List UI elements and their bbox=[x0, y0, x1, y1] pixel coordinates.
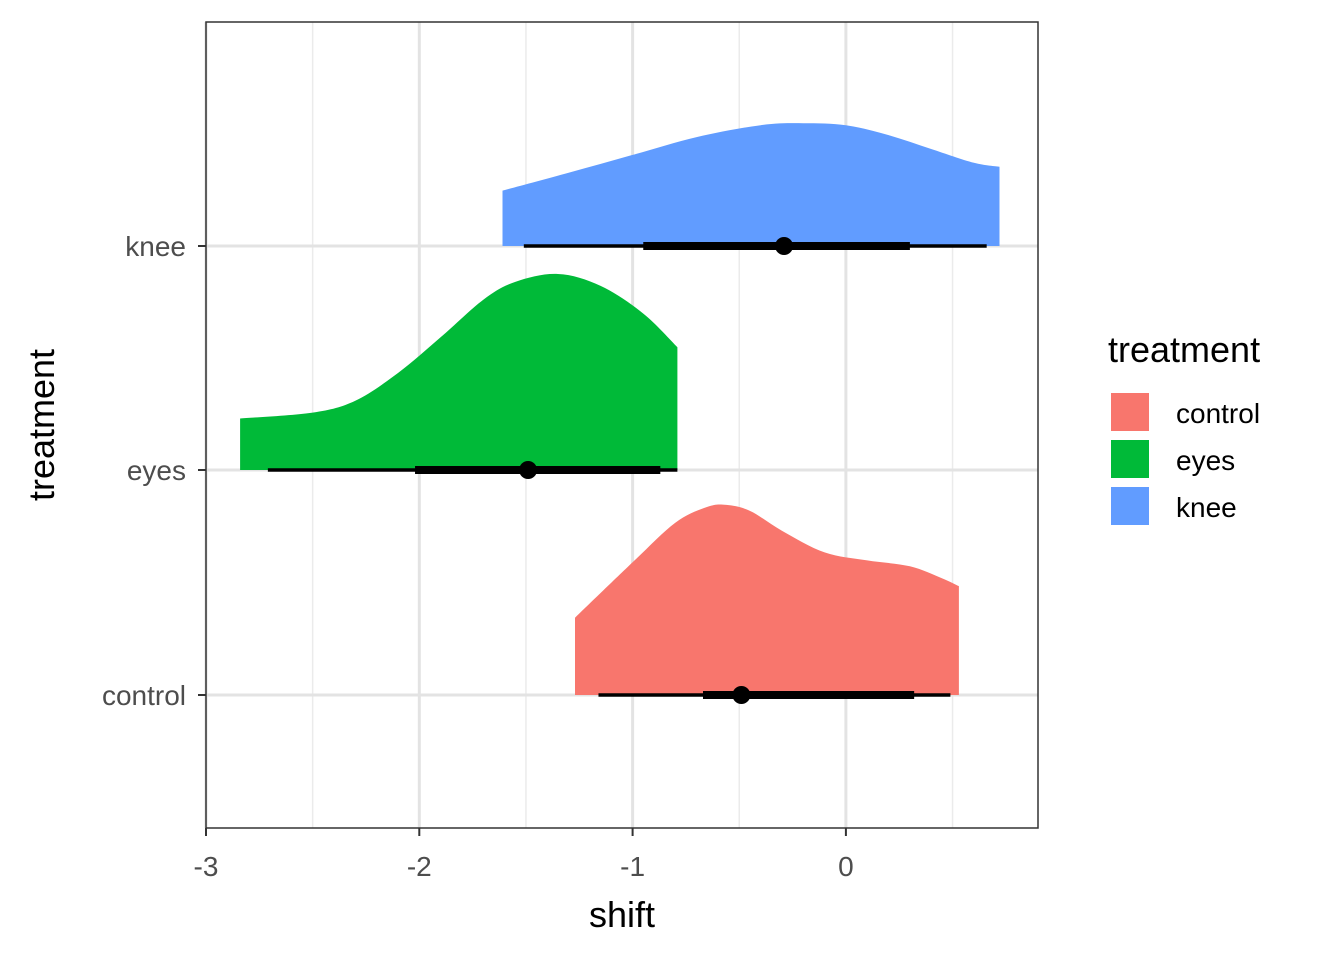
legend-label-control: control bbox=[1176, 398, 1260, 429]
point-estimate-control bbox=[732, 686, 751, 704]
legend-key-knee bbox=[1111, 487, 1149, 525]
legend-key-eyes bbox=[1111, 440, 1149, 478]
y-tick-label-knee: knee bbox=[125, 231, 186, 262]
density-control bbox=[575, 504, 959, 695]
x-axis-title: shift bbox=[589, 894, 655, 935]
density-eyes bbox=[240, 273, 678, 470]
density-areas bbox=[240, 123, 1000, 695]
x-tick-label-2: -1 bbox=[620, 851, 645, 882]
axes: -3 -2 -1 0 control eyes knee bbox=[102, 231, 854, 882]
legend-key-control bbox=[1111, 393, 1149, 431]
y-tick-label-eyes: eyes bbox=[127, 455, 186, 486]
legend-title: treatment bbox=[1108, 329, 1260, 370]
interval-marks bbox=[267, 237, 987, 704]
panel-border bbox=[205, 21, 1039, 829]
x-tick-label-3: 0 bbox=[838, 851, 854, 882]
density-knee bbox=[502, 123, 1000, 246]
legend-label-knee: knee bbox=[1176, 492, 1237, 523]
x-tick-label-0: -3 bbox=[194, 851, 219, 882]
point-estimate-eyes bbox=[519, 461, 538, 479]
point-estimate-knee bbox=[775, 237, 794, 255]
legend-label-eyes: eyes bbox=[1176, 445, 1235, 476]
x-tick-label-1: -2 bbox=[407, 851, 432, 882]
y-tick-label-control: control bbox=[102, 680, 186, 711]
y-axis-title: treatment bbox=[21, 349, 62, 501]
legend: treatment control eyes knee bbox=[1108, 329, 1260, 525]
